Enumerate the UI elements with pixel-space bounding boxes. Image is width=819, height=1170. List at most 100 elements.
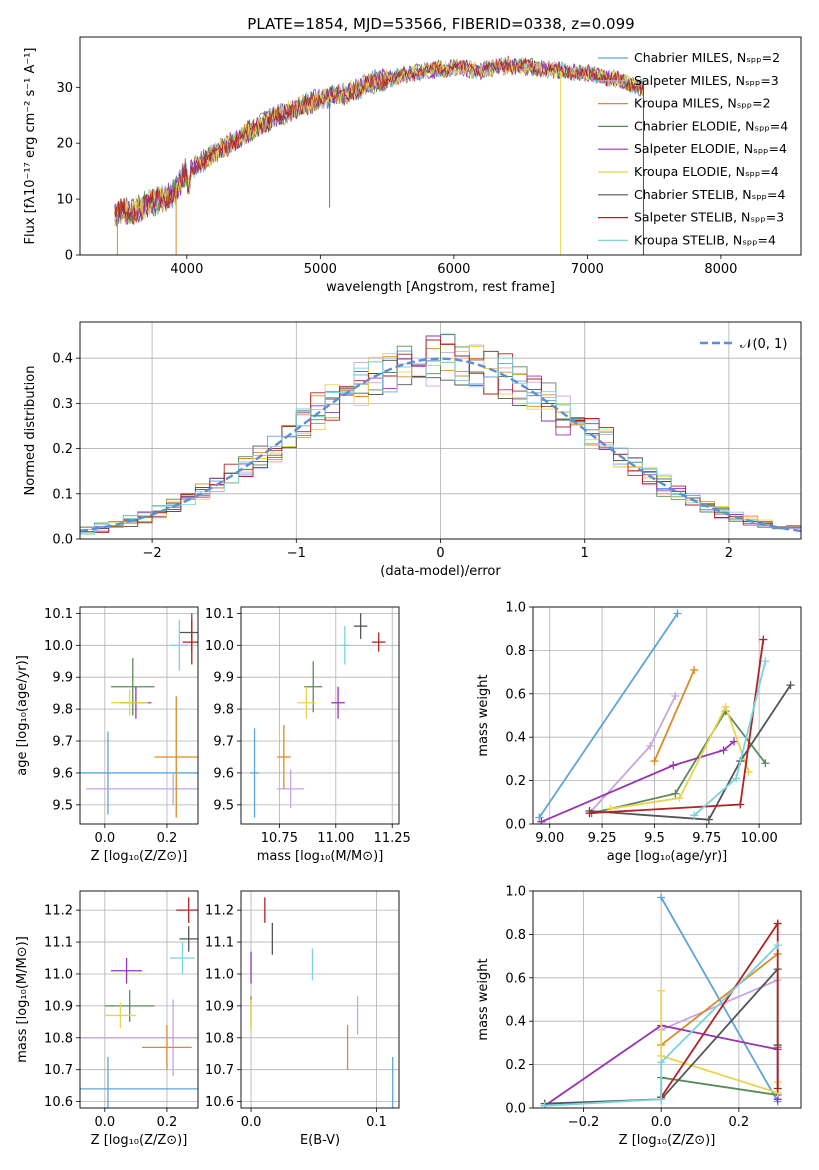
axes-frame (79, 890, 199, 1109)
marker (761, 657, 770, 666)
marker (773, 1084, 782, 1093)
figure-title: PLATE=1854, MJD=53566, FIBERID=0338, z=0… (247, 15, 634, 33)
marker (585, 809, 594, 818)
y-tick-label: 9.5 (52, 798, 73, 813)
axes-frame (240, 890, 400, 1109)
y-tick-label: 1.0 (505, 885, 526, 900)
point-6 (179, 926, 198, 952)
point-1 (80, 999, 198, 1077)
y-axis-label: Normed distribution (23, 366, 38, 496)
y-axis-label: mass weight (476, 674, 491, 756)
axes-frame (79, 606, 199, 825)
y-tick-label: 11.1 (44, 936, 73, 951)
point-5 (297, 686, 316, 719)
plot-area (80, 897, 198, 1108)
legend-label: Chabrier STELIB, Nₛₚₚ=4 (634, 187, 785, 202)
marker (657, 1095, 666, 1104)
y-tick-label: 0.0 (52, 533, 73, 548)
point-0 (80, 1056, 198, 1108)
y-tick-label: 10.1 (205, 607, 234, 622)
y-axis-label: age [log₁₀(age/yr)] (15, 655, 30, 776)
marker (732, 774, 741, 783)
marker (690, 811, 699, 820)
y-tick-label: 9.9 (52, 671, 73, 686)
legend-label: Kroupa MILES, Nₛₚₚ=2 (634, 96, 771, 111)
point-8 (340, 626, 350, 665)
plot-area (114, 55, 644, 255)
x-axis-label: Z [log₁₀(Z/Z⊙)] (91, 849, 188, 864)
hist-3 (80, 334, 801, 528)
point-7 (371, 632, 386, 652)
marker (704, 815, 713, 824)
y-tick-label: 11.1 (205, 936, 234, 951)
axes-frame (240, 606, 400, 825)
point-0 (80, 731, 198, 815)
x-tick-label: 10.75 (261, 831, 298, 846)
y-tick-label: 0.4 (505, 731, 526, 746)
y-tick-label: 0.4 (52, 352, 73, 367)
series-5 (610, 704, 750, 810)
y-tick-label: 0.2 (505, 774, 526, 789)
y-tick-label: 10 (56, 193, 73, 208)
legend-label: Salpeter STELIB, Nₛₚₚ=3 (634, 210, 784, 225)
legend-label: Salpeter ELODIE, Nₛₚₚ=4 (634, 141, 787, 156)
marker (671, 789, 680, 798)
chart-8: −0.2 0.0 0.2 0.0 0.2 0.4 0.6 0.8 1.0 Z [log₁₀(Z/Z… (476, 885, 802, 1148)
point-0 (250, 728, 260, 818)
plot-area (80, 333, 801, 535)
hist-6 (80, 350, 801, 533)
y-tick-label: 0.2 (505, 1058, 526, 1073)
marker (730, 737, 738, 746)
x-axis-label: Z [log₁₀(Z/Z⊙)] (619, 1133, 716, 1148)
point-1 (86, 772, 198, 805)
point-3 (104, 989, 155, 1022)
y-tick-label: 0.1 (52, 487, 73, 502)
legend-label: Kroupa STELIB, Nₛₚₚ=4 (634, 232, 776, 247)
series-8 (544, 944, 779, 1107)
plot-area (250, 613, 386, 818)
y-tick-label: 10.1 (44, 607, 73, 622)
series-6 (589, 684, 792, 821)
x-tick-label: 10.00 (741, 831, 778, 846)
legend-label: Salpeter MILES, Nₛₚₚ=3 (634, 73, 779, 88)
marker (719, 746, 728, 755)
marker (671, 691, 680, 700)
spectrum-7 (114, 57, 644, 226)
marker (744, 767, 753, 776)
x-axis-label: age [log₁₀(age/yr)] (607, 849, 728, 864)
point-5 (104, 1002, 136, 1029)
series-2 (653, 669, 696, 762)
x-tick-label: 0.2 (729, 1115, 750, 1130)
x-tick-label: 0.2 (157, 831, 178, 846)
marker (773, 919, 782, 928)
y-tick-label: 11.0 (44, 967, 73, 982)
y-tick-label: 9.7 (213, 735, 234, 750)
y-tick-label: 0.4 (505, 1015, 526, 1030)
axes-frame (532, 606, 802, 825)
legend-label: Chabrier ELODIE, Nₛₚₚ=4 (634, 118, 788, 133)
y-axis-label: mass weight (476, 958, 491, 1040)
x-tick-label: 11.25 (374, 831, 411, 846)
x-tick-label: 9.25 (588, 831, 617, 846)
series-5 (660, 990, 779, 1095)
y-axis-label: Flux [fλ10⁻¹⁷ erg cm⁻² s⁻¹ A⁻¹] (23, 48, 38, 245)
normal-curve (80, 357, 801, 533)
point-6 (353, 613, 368, 639)
chart-6: 0.0 0.2 10.6 10.7 10.8 10.9 11.0 11.1 11.2 Z [log… (15, 890, 199, 1148)
legend-label: Kroupa ELODIE, Nₛₚₚ=4 (634, 164, 779, 179)
y-tick-label: 9.7 (52, 735, 73, 750)
y-tick-label: 11.2 (44, 904, 73, 919)
x-tick-label: −2 (143, 546, 162, 561)
marker (657, 893, 666, 902)
x-tick-label: 9.5 (644, 831, 665, 846)
marker (736, 800, 745, 809)
series-4 (541, 740, 735, 823)
y-tick-label: 0.2 (52, 442, 73, 457)
legend-label: Chabrier MILES, Nₛₚₚ=2 (634, 50, 780, 65)
legend: Chabrier MILES, Nₛₚₚ=2 Salpeter MILES, Nₛ… (598, 50, 788, 247)
y-tick-label: 0.8 (505, 928, 526, 943)
y-tick-label: 9.8 (52, 703, 73, 718)
hist-7 (80, 339, 801, 534)
x-tick-label: −1 (287, 546, 306, 561)
